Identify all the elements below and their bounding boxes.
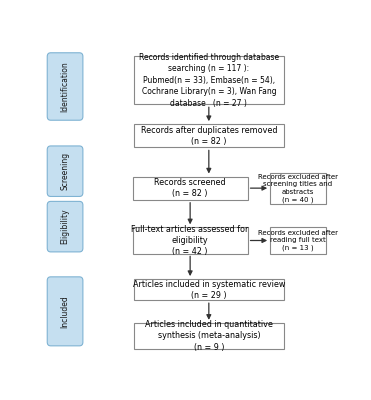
Text: Records screened
(n = 82 ): Records screened (n = 82 )	[154, 178, 226, 198]
FancyBboxPatch shape	[134, 56, 283, 104]
Text: Included: Included	[60, 295, 70, 328]
FancyBboxPatch shape	[133, 176, 248, 200]
Text: Identification: Identification	[60, 61, 70, 112]
FancyBboxPatch shape	[134, 124, 283, 147]
Text: Eligibility: Eligibility	[60, 209, 70, 244]
FancyBboxPatch shape	[47, 53, 83, 120]
Text: Screening: Screening	[60, 152, 70, 190]
FancyBboxPatch shape	[270, 173, 326, 204]
FancyBboxPatch shape	[134, 279, 283, 300]
FancyBboxPatch shape	[47, 146, 83, 196]
FancyBboxPatch shape	[47, 201, 83, 252]
Text: Full-text articles assessed for
eligibility
(n = 42 ): Full-text articles assessed for eligibil…	[131, 224, 249, 256]
Text: Records excluded after
reading full text
(n = 13 ): Records excluded after reading full text…	[258, 230, 338, 251]
Text: Records after duplicates removed
(n = 82 ): Records after duplicates removed (n = 82…	[141, 126, 277, 146]
Text: Articles included in systematic review
(n = 29 ): Articles included in systematic review (…	[133, 280, 285, 300]
FancyBboxPatch shape	[47, 277, 83, 346]
Text: Articles included in quantitative
synthesis (meta-analysis)
(n = 9 ): Articles included in quantitative synthe…	[145, 320, 273, 352]
FancyBboxPatch shape	[270, 228, 326, 254]
Text: Records identified through database
searching (n = 117 ):
Pubmed(n = 33), Embase: Records identified through database sear…	[139, 53, 279, 108]
FancyBboxPatch shape	[134, 323, 283, 349]
Text: Records excluded after
screening titles and
abstracts
(n = 40 ): Records excluded after screening titles …	[258, 174, 338, 203]
FancyBboxPatch shape	[133, 228, 248, 254]
